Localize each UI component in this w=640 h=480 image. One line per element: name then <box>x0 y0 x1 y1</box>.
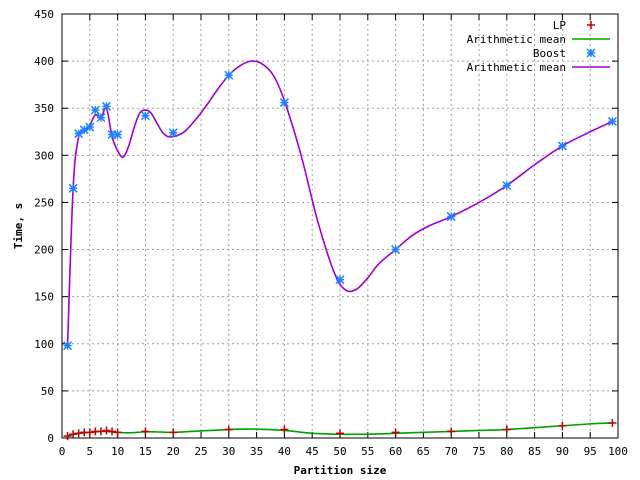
x-tick-label: 55 <box>361 445 374 458</box>
grid <box>62 14 618 438</box>
data-point <box>280 425 289 434</box>
data-point <box>63 341 73 351</box>
x-tick-label: 35 <box>250 445 263 458</box>
data-point <box>108 427 117 436</box>
data-point <box>224 425 233 434</box>
tick-labels: 0 5 10 15 20 25 30 35 40 45 50 55 60 65 70 75 80 85 90 95 10… <box>34 8 628 458</box>
data-point <box>608 418 617 427</box>
data-point <box>336 429 344 438</box>
x-tick-label: 95 <box>584 445 597 458</box>
data-point <box>558 421 567 430</box>
legend-swatch-marker <box>587 21 595 29</box>
legend-label: Arithmetic mean <box>467 61 566 74</box>
legend-label: LP <box>553 19 567 32</box>
x-tick-label: 65 <box>417 445 430 458</box>
data-point <box>113 428 122 437</box>
x-tick-label: 90 <box>556 445 569 458</box>
data-point <box>85 122 95 132</box>
data-point <box>90 105 100 115</box>
data-point <box>69 430 78 439</box>
y-tick-label: 300 <box>34 149 54 162</box>
x-tick-label: 30 <box>222 445 235 458</box>
x-tick-label: 85 <box>528 445 541 458</box>
x-axis-label: Partition size <box>294 464 387 477</box>
x-tick-label: 15 <box>139 445 152 458</box>
data-point <box>85 428 94 437</box>
data-point <box>96 427 105 436</box>
x-tick-label: 50 <box>333 445 346 458</box>
x-tick-label: 20 <box>167 445 180 458</box>
x-tick-label: 5 <box>86 445 93 458</box>
data-point <box>502 425 511 434</box>
x-tick-label: 45 <box>306 445 319 458</box>
x-tick-label: 75 <box>472 445 485 458</box>
x-tick-label: 70 <box>445 445 458 458</box>
data-point <box>169 428 178 437</box>
x-tick-label: 0 <box>59 445 66 458</box>
data-point <box>74 429 83 438</box>
y-tick-label: 50 <box>41 385 54 398</box>
data-point <box>113 130 123 140</box>
data-point <box>391 428 400 437</box>
y-tick-label: 400 <box>34 55 54 68</box>
data-point <box>141 427 150 436</box>
data-point <box>101 101 112 111</box>
legend-swatch-marker <box>586 48 596 58</box>
data-point <box>279 98 289 108</box>
series-layer <box>63 60 617 441</box>
y-tick-label: 150 <box>34 291 54 304</box>
data-point <box>446 212 456 222</box>
y-tick-label: 100 <box>34 338 54 351</box>
y-tick-label: 450 <box>34 8 54 21</box>
y-tick-label: 350 <box>34 102 54 115</box>
y-axis-label: Time, s <box>12 203 25 249</box>
data-point <box>140 111 150 121</box>
data-point <box>391 245 401 255</box>
x-tick-label: 100 <box>608 445 628 458</box>
data-point <box>224 70 234 80</box>
legend-label: Arithmetic mean <box>467 33 566 46</box>
plot-frame <box>61 13 619 439</box>
data-point <box>335 275 345 285</box>
data-point <box>63 432 72 441</box>
x-tick-label: 40 <box>278 445 291 458</box>
y-tick-label: 250 <box>34 196 54 209</box>
x-tick-label: 10 <box>111 445 124 458</box>
data-point <box>96 113 106 123</box>
data-point <box>447 427 456 436</box>
y-tick-label: 200 <box>34 244 54 257</box>
data-point <box>502 180 512 191</box>
data-point <box>557 141 567 151</box>
y-tick-label: 0 <box>47 432 54 445</box>
series-points-0 <box>63 418 617 441</box>
data-point <box>607 116 617 126</box>
legend-label: Boost <box>533 47 566 60</box>
series-points-2 <box>63 70 617 351</box>
series-line-3 <box>66 60 613 346</box>
data-point <box>168 128 178 138</box>
x-tick-label: 80 <box>500 445 513 458</box>
data-point <box>68 183 78 193</box>
data-point <box>102 426 111 435</box>
x-tick-label: 25 <box>194 445 207 458</box>
x-tick-label: 60 <box>389 445 402 458</box>
